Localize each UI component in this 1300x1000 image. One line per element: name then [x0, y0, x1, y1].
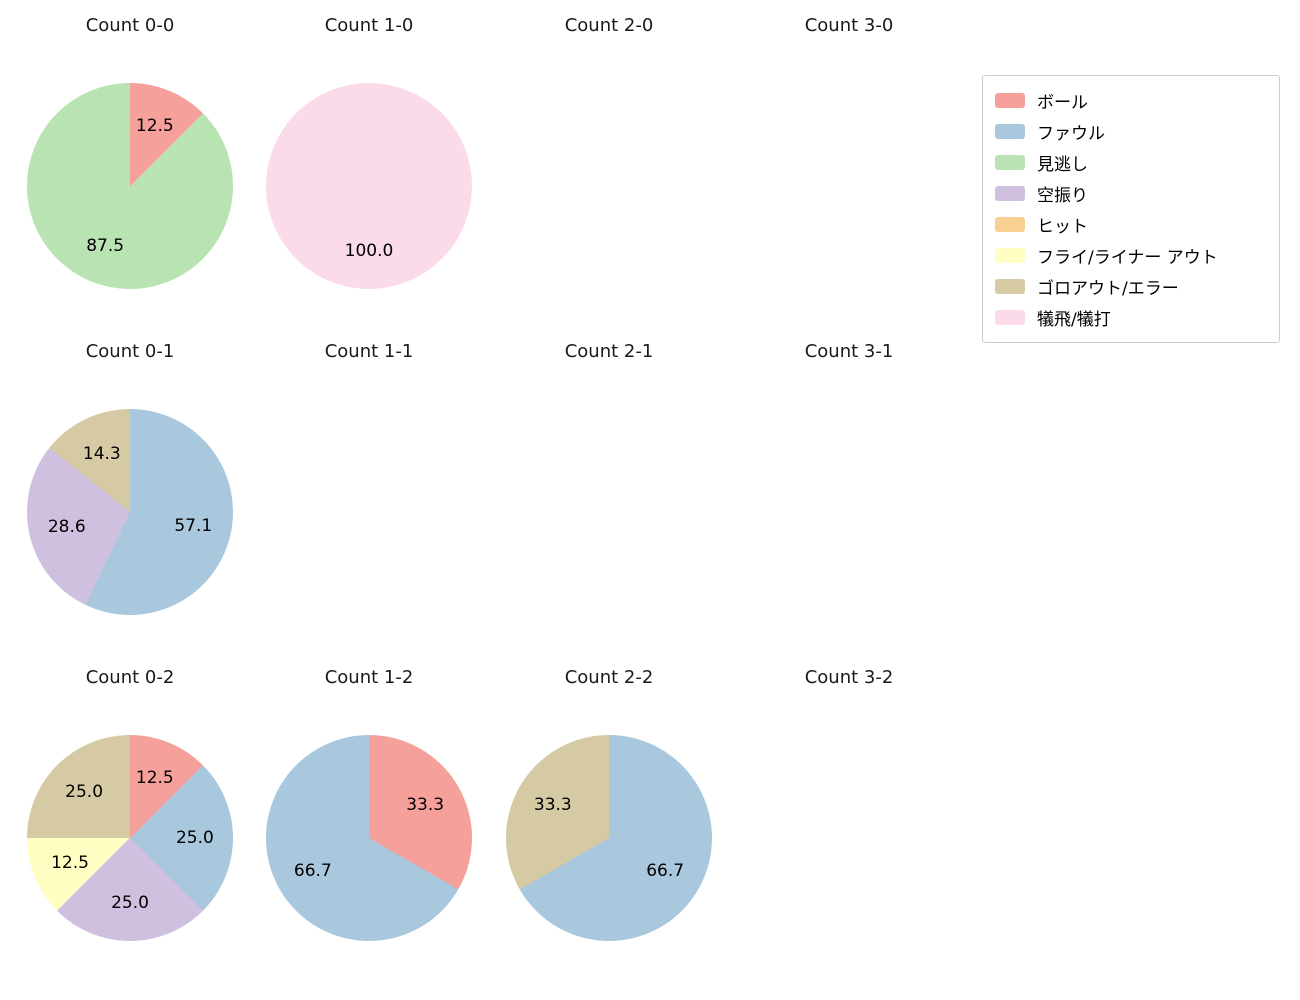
legend-item: ヒット	[995, 209, 1267, 240]
pie-slice-label: 14.3	[82, 443, 121, 464]
pie-slice-label: 66.7	[293, 860, 332, 881]
chart-title: Count 3-0	[804, 15, 894, 36]
legend-swatch-sacrifice	[995, 310, 1025, 325]
chart-cell-count-0-1: Count 0-1 57.1 28.6 14.3	[10, 338, 250, 615]
chart-cell-count-1-1: Count 1-1	[249, 338, 489, 366]
legend-swatch-hit	[995, 217, 1025, 232]
legend-label: 見逃し	[1037, 155, 1088, 175]
legend-swatch-ball	[995, 93, 1025, 108]
pie-slice-label: 28.6	[47, 516, 86, 537]
legend-label: 空振り	[1037, 186, 1088, 206]
pie-slice-label: 25.0	[175, 828, 214, 848]
pie-slice-label: 33.3	[406, 795, 445, 816]
chart-cell-count-2-0: Count 2-0	[489, 12, 729, 40]
pie-slice-label: 12.5	[135, 768, 174, 789]
legend-swatch-groundout-error	[995, 279, 1025, 294]
chart-title: Count 0-1	[85, 341, 175, 362]
chart-title: Count 2-0	[564, 15, 654, 36]
pie-slice-label: 12.5	[135, 116, 174, 137]
legend-swatch-swinging-strike	[995, 186, 1025, 201]
chart-title: Count 0-2	[85, 667, 175, 688]
pie-slice-label: 33.3	[533, 795, 572, 816]
legend-item: ボール	[995, 85, 1267, 116]
chart-cell-count-2-2: Count 2-2 66.7 33.3	[489, 664, 729, 941]
chart-title: Count 1-1	[324, 341, 414, 362]
chart-title: Count 3-2	[804, 667, 894, 688]
pie-slice-label: 12.5	[51, 852, 89, 873]
pie-slice-label: 66.7	[646, 860, 685, 881]
pie-chart: 57.1 28.6 14.3	[27, 409, 233, 615]
chart-cell-count-1-2: Count 1-2 33.3 66.7	[249, 664, 489, 941]
chart-title: Count 1-0	[324, 15, 414, 36]
legend-item: 見逃し	[995, 147, 1267, 178]
chart-cell-count-3-2: Count 3-2	[729, 664, 969, 692]
pie-slice-label: 100.0	[344, 240, 394, 261]
chart-cell-count-3-1: Count 3-1	[729, 338, 969, 366]
legend: ボール ファウル 見逃し 空振り ヒット フライ/ライナー アウト ゴロアウト/…	[982, 75, 1280, 343]
chart-cell-count-1-0: Count 1-0 100.0	[249, 12, 489, 289]
legend-swatch-fly-liner-out	[995, 248, 1025, 263]
chart-cell-count-2-1: Count 2-1	[489, 338, 729, 366]
pie-chart: 66.7 33.3	[506, 735, 712, 941]
legend-label: ボール	[1037, 93, 1088, 113]
chart-title: Count 3-1	[804, 341, 894, 362]
chart-title: Count 0-0	[85, 15, 175, 36]
legend-label: ヒット	[1037, 217, 1088, 237]
pie-slice-label: 25.0	[65, 782, 104, 803]
legend-label: ゴロアウト/エラー	[1037, 279, 1179, 299]
chart-cell-count-3-0: Count 3-0	[729, 12, 969, 40]
legend-item: フライ/ライナー アウト	[995, 240, 1267, 271]
legend-label: 犠飛/犠打	[1037, 310, 1111, 330]
legend-label: フライ/ライナー アウト	[1037, 248, 1218, 268]
pie-chart: 12.5 25.0 25.0 12.5 25.0	[27, 735, 233, 941]
legend-item: ファウル	[995, 116, 1267, 147]
chart-cell-count-0-2: Count 0-2 12.5 25.0 25.0 12.5 25.0	[10, 664, 250, 941]
pie-slice-label: 25.0	[111, 892, 149, 913]
pie-chart: 33.3 66.7	[266, 735, 472, 941]
pie-slice-label: 57.1	[174, 516, 213, 537]
legend-item: ゴロアウト/エラー	[995, 271, 1267, 302]
pie-slice-label: 87.5	[86, 235, 125, 256]
chart-title: Count 2-1	[564, 341, 654, 362]
chart-title: Count 2-2	[564, 667, 654, 688]
pie-chart: 12.5 87.5	[27, 83, 233, 289]
legend-swatch-called-strike	[995, 155, 1025, 170]
legend-item: 空振り	[995, 178, 1267, 209]
chart-cell-count-0-0: Count 0-0 12.5 87.5	[10, 12, 250, 289]
pie-chart: 100.0	[266, 83, 472, 289]
chart-title: Count 1-2	[324, 667, 414, 688]
legend-label: ファウル	[1037, 124, 1105, 144]
legend-item: 犠飛/犠打	[995, 302, 1267, 333]
legend-swatch-foul	[995, 124, 1025, 139]
